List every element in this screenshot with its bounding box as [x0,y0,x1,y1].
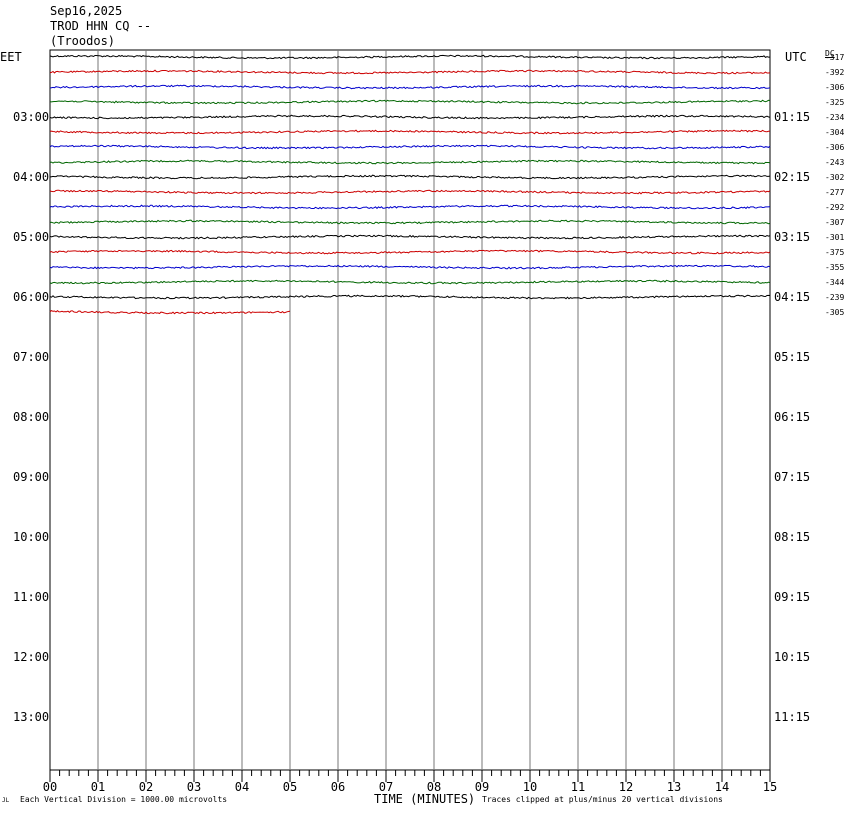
trace-row-13 [49,234,771,240]
dc-offset-label: -292 [825,203,845,212]
x-tick-label: 11 [570,780,586,794]
dc-offset-label: -325 [825,98,845,107]
trace-row-10 [49,189,771,195]
right-time-label: 06:15 [774,410,811,424]
dc-offset-label: -317 [825,53,845,62]
left-time-label: 04:00 [13,170,50,184]
trace-row-18 [49,310,291,315]
trace-row-7 [49,144,771,150]
x-tick-label: 13 [666,780,682,794]
trace-row-4 [49,99,771,105]
dc-offset-label: -375 [825,248,845,257]
right-time-label: 03:15 [774,230,811,244]
x-tick-label: 08 [426,780,442,794]
left-timezone-label: EET [0,50,22,64]
right-time-label: 02:15 [774,170,811,184]
trace-row-9 [49,174,771,180]
dc-offset-label: -301 [825,233,845,242]
right-time-label: 07:15 [774,470,811,484]
right-time-label: 05:15 [774,350,811,364]
x-tick-label: 04 [234,780,250,794]
right-timezone-label: UTC [785,50,807,64]
dc-offset-label: -302 [825,173,845,182]
x-axis-title: TIME (MINUTES) [374,792,476,806]
left-time-label: 03:00 [13,110,50,124]
left-time-label: 05:00 [13,230,50,244]
dc-offset-label: -305 [825,308,845,317]
trace-row-1 [49,54,770,60]
left-time-label: 11:00 [13,590,50,604]
footer-mark: JL [2,797,10,804]
trace-row-12 [49,219,771,225]
trace-row-15 [49,264,771,270]
dc-header-label: DC [825,49,835,58]
dc-offset-label: -306 [825,143,845,152]
x-tick-label: 14 [714,780,730,794]
dc-offset-label: -307 [825,218,845,227]
dc-offset-label: -344 [825,278,845,287]
plot-frame [49,49,771,771]
left-time-label: 08:00 [13,410,50,424]
right-time-label: 08:15 [774,530,811,544]
dc-offset-label: -277 [825,188,845,197]
header-date: Sep16,2025 [50,4,123,18]
trace-row-3 [49,84,771,90]
scale-note: Each Vertical Division = 1000.00 microvo… [20,795,228,804]
trace-row-2 [49,69,771,75]
dc-offset-label: -355 [825,263,845,272]
dc-offset-label: -306 [825,83,845,92]
trace-row-8 [49,159,771,165]
x-tick-label: 01 [90,780,106,794]
header-location: (Troodos) [50,34,116,48]
left-time-label: 07:00 [13,350,50,364]
right-time-label: 01:15 [774,110,811,124]
dc-offset-label: -392 [825,68,845,77]
dc-offset-label: -234 [825,113,845,122]
left-time-label: 09:00 [13,470,50,484]
left-time-label: 12:00 [13,650,50,664]
right-time-label: 04:15 [774,290,811,304]
header-station: TROD HHN CQ -- [50,19,152,33]
right-time-label: 09:15 [774,590,811,604]
trace-row-14 [49,249,771,255]
x-tick-label: 12 [618,780,634,794]
right-time-label: 10:15 [774,650,811,664]
dc-offset-label: -304 [825,128,845,137]
x-tick-label: 15 [762,780,778,794]
trace-row-6 [49,129,771,135]
x-tick-label: 03 [186,780,202,794]
trace-row-16 [49,279,771,285]
right-time-label: 11:15 [774,710,811,724]
left-time-label: 06:00 [13,290,50,304]
trace-row-17 [49,294,771,300]
x-tick-label: 07 [378,780,394,794]
trace-row-11 [49,204,771,210]
x-tick-label: 06 [330,780,346,794]
x-tick-label: 09 [474,780,490,794]
dc-offset-label: -243 [825,158,845,167]
x-tick-label: 00 [42,780,58,794]
trace-row-5 [49,114,771,120]
x-tick-label: 10 [522,780,538,794]
clip-note: Traces clipped at plus/minus 20 vertical… [482,795,723,804]
x-tick-label: 05 [282,780,298,794]
x-tick-label: 02 [138,780,154,794]
left-time-label: 13:00 [13,710,50,724]
left-time-label: 10:00 [13,530,50,544]
dc-offset-label: -239 [825,293,845,302]
